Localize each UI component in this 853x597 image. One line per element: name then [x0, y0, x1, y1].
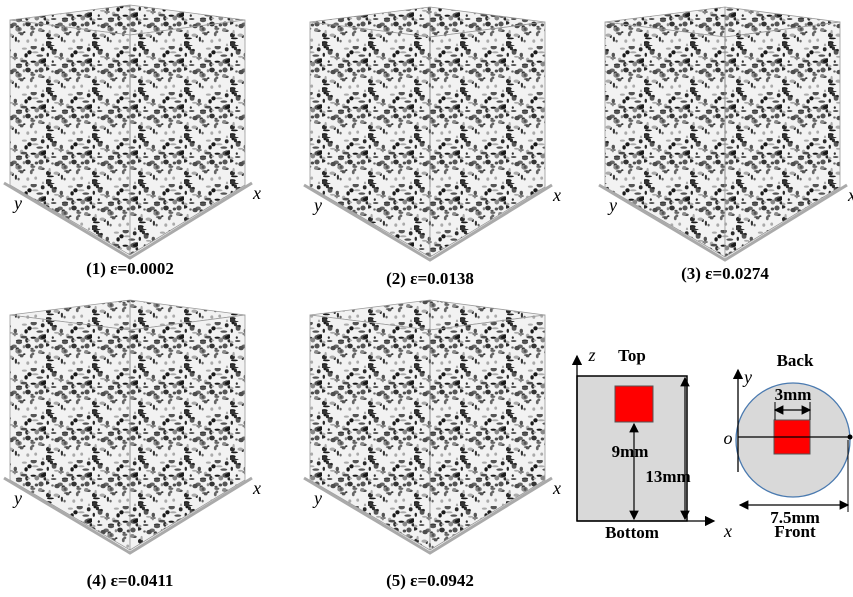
axis-end [848, 435, 853, 440]
top-view: y o Back Front 3mm 7.5mm [724, 351, 853, 541]
origin-label: o [724, 428, 733, 448]
cube-panel: y x (2) ε=0.0138 [304, 7, 561, 288]
axis-label: y [12, 488, 22, 508]
cube-face [430, 315, 545, 550]
cube-face [725, 22, 840, 257]
scan-region [615, 386, 653, 422]
dimension: 9mm [612, 442, 649, 461]
cube-face [130, 315, 245, 550]
axis-label: x [552, 185, 561, 205]
cube-face [130, 20, 245, 255]
cube-face [10, 315, 130, 550]
cube-face [10, 20, 130, 255]
cube-panel: y x (3) ε=0.0274 [599, 7, 853, 283]
cube-face [430, 22, 545, 257]
figure: y x (1) ε=0.0002 y x (2) ε=0.0138 y x (3) ε=0.02… [0, 0, 853, 597]
axis-label: y [742, 367, 752, 387]
dimension: 7.5mm [770, 508, 820, 527]
dimension: 3mm [775, 385, 812, 404]
caption: (4) ε=0.0411 [87, 571, 174, 590]
cube-face [310, 22, 430, 257]
label: Bottom [605, 523, 659, 542]
dimension: 13mm [645, 467, 690, 486]
label: Back [777, 351, 814, 370]
cube-panel: y x (5) ε=0.0942 [304, 300, 561, 590]
axis-label: x [723, 521, 732, 541]
caption: (5) ε=0.0942 [386, 571, 474, 590]
cube-face [605, 22, 725, 257]
axis-label: y [312, 488, 322, 508]
side-view: z Top Bottom x 9mm 13mm [577, 345, 732, 542]
axis-label: y [607, 195, 617, 215]
axis-label: x [552, 478, 561, 498]
axis-label: x [252, 183, 261, 203]
axis-label: x [847, 185, 853, 205]
axis-label: y [312, 195, 322, 215]
cube-panel: y x (1) ε=0.0002 [4, 5, 261, 278]
cube-panels: y x (1) ε=0.0002 y x (2) ε=0.0138 y x (3) ε=0.02… [4, 5, 853, 590]
caption: (3) ε=0.0274 [681, 264, 769, 283]
axis-label: x [252, 478, 261, 498]
caption: (2) ε=0.0138 [386, 269, 474, 288]
axis-label: y [12, 193, 22, 213]
axis-label: z [587, 345, 595, 365]
label: Top [618, 346, 646, 365]
caption: (1) ε=0.0002 [86, 259, 174, 278]
cube-face [310, 315, 430, 550]
cube-panel: y x (4) ε=0.0411 [4, 300, 261, 590]
